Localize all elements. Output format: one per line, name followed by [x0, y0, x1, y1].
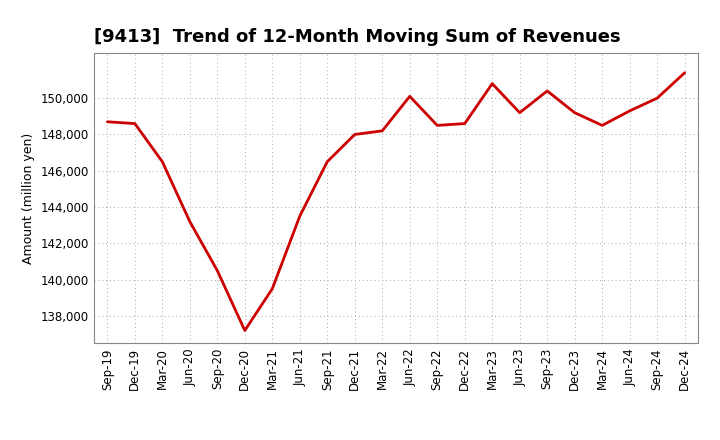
- Text: [9413]  Trend of 12-Month Moving Sum of Revenues: [9413] Trend of 12-Month Moving Sum of R…: [94, 28, 620, 46]
- Y-axis label: Amount (million yen): Amount (million yen): [22, 132, 35, 264]
